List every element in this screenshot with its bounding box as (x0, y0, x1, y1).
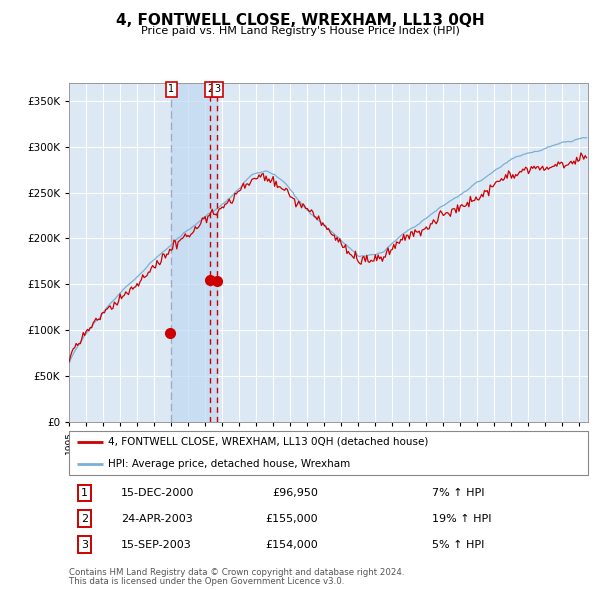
Text: Contains HM Land Registry data © Crown copyright and database right 2024.: Contains HM Land Registry data © Crown c… (69, 568, 404, 576)
FancyBboxPatch shape (69, 431, 588, 475)
Text: 2: 2 (207, 84, 214, 94)
Text: 4, FONTWELL CLOSE, WREXHAM, LL13 0QH: 4, FONTWELL CLOSE, WREXHAM, LL13 0QH (116, 13, 484, 28)
Text: HPI: Average price, detached house, Wrexham: HPI: Average price, detached house, Wrex… (108, 459, 350, 469)
Text: 1: 1 (168, 84, 174, 94)
Text: 7% ↑ HPI: 7% ↑ HPI (432, 488, 485, 497)
Text: 15-DEC-2000: 15-DEC-2000 (121, 488, 194, 497)
Text: 3: 3 (81, 540, 88, 549)
Text: £96,950: £96,950 (272, 488, 318, 497)
Text: 2: 2 (81, 514, 88, 523)
Bar (171, 83, 217, 422)
Text: Price paid vs. HM Land Registry's House Price Index (HPI): Price paid vs. HM Land Registry's House … (140, 26, 460, 36)
Text: 1: 1 (81, 488, 88, 497)
Text: 15-SEP-2003: 15-SEP-2003 (121, 540, 191, 549)
Text: 24-APR-2003: 24-APR-2003 (121, 514, 193, 523)
Text: £154,000: £154,000 (265, 540, 318, 549)
Text: 19% ↑ HPI: 19% ↑ HPI (432, 514, 492, 523)
Text: This data is licensed under the Open Government Licence v3.0.: This data is licensed under the Open Gov… (69, 577, 344, 586)
Text: 5% ↑ HPI: 5% ↑ HPI (432, 540, 485, 549)
Text: £155,000: £155,000 (265, 514, 318, 523)
Text: 3: 3 (214, 84, 220, 94)
Text: 4, FONTWELL CLOSE, WREXHAM, LL13 0QH (detached house): 4, FONTWELL CLOSE, WREXHAM, LL13 0QH (de… (108, 437, 428, 447)
